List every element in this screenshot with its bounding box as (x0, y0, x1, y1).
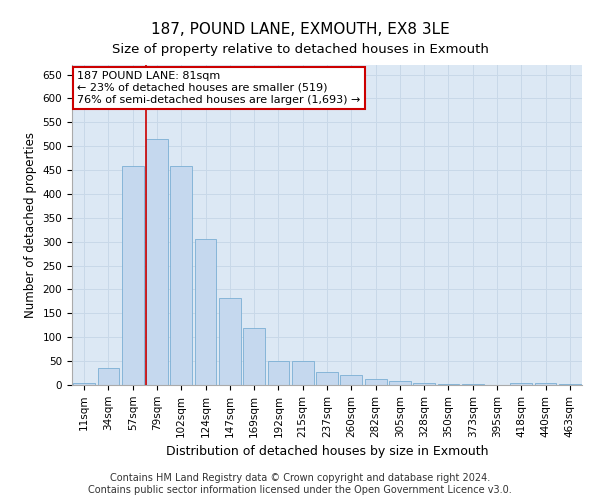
Bar (97, 368, 119, 385)
Bar (268, 361, 289, 385)
Bar (73, 382, 95, 385)
Bar (194, 240, 217, 385)
Bar (243, 328, 265, 385)
Text: Contains HM Land Registry data © Crown copyright and database right 2024.
Contai: Contains HM Land Registry data © Crown c… (88, 474, 512, 495)
Bar (292, 361, 314, 385)
Bar (170, 166, 192, 385)
Bar (340, 376, 362, 385)
Bar (413, 382, 435, 385)
Bar (316, 372, 338, 385)
Text: 187, POUND LANE, EXMOUTH, EX8 3LE: 187, POUND LANE, EXMOUTH, EX8 3LE (151, 22, 449, 38)
Bar (559, 384, 581, 385)
Bar (535, 382, 556, 385)
Bar (389, 381, 411, 385)
Bar (437, 384, 460, 385)
Bar (511, 382, 532, 385)
Bar (122, 166, 143, 385)
Bar (146, 139, 168, 385)
Y-axis label: Number of detached properties: Number of detached properties (24, 132, 37, 318)
Text: 187 POUND LANE: 81sqm
← 23% of detached houses are smaller (519)
76% of semi-det: 187 POUND LANE: 81sqm ← 23% of detached … (77, 72, 361, 104)
Bar (219, 298, 241, 385)
Bar (462, 384, 484, 385)
X-axis label: Distribution of detached houses by size in Exmouth: Distribution of detached houses by size … (166, 445, 488, 458)
Bar (365, 379, 386, 385)
Text: Size of property relative to detached houses in Exmouth: Size of property relative to detached ho… (112, 42, 488, 56)
